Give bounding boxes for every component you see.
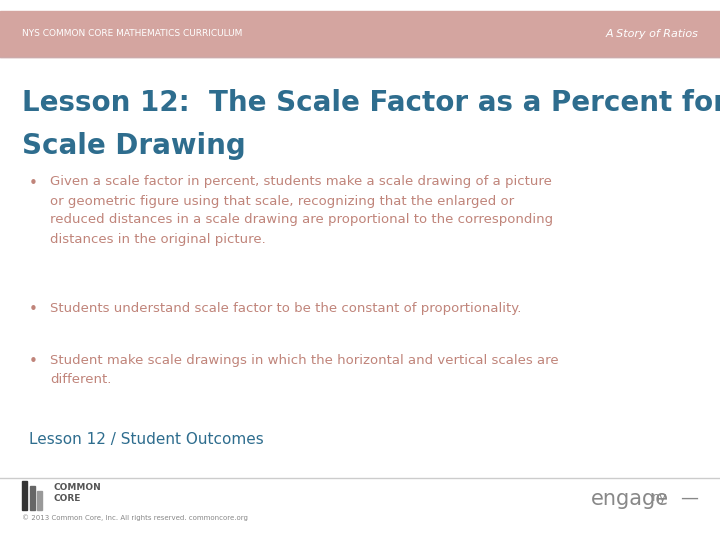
Text: NYS COMMON CORE MATHEMATICS CURRICULUM: NYS COMMON CORE MATHEMATICS CURRICULUM [22,29,242,38]
Text: © 2013 Common Core, Inc. All rights reserved. commoncore.org: © 2013 Common Core, Inc. All rights rese… [22,514,248,521]
Text: •: • [29,302,37,318]
Bar [37,491,42,510]
Text: Lesson 12 / Student Outcomes: Lesson 12 / Student Outcomes [29,432,264,447]
Text: Scale Drawing: Scale Drawing [22,132,246,160]
Text: —: — [680,489,698,507]
Bar [22,481,27,510]
Text: COMMON
CORE: COMMON CORE [54,483,102,503]
Text: Lesson 12:  The Scale Factor as a Percent for a: Lesson 12: The Scale Factor as a Percent… [22,89,720,117]
Text: •: • [29,354,37,369]
Bar [30,486,35,510]
Text: A Story of Ratios: A Story of Ratios [606,29,698,39]
Text: Student make scale drawings in which the horizontal and vertical scales are
diff: Student make scale drawings in which the… [50,354,559,386]
Text: Given a scale factor in percent, students make a scale drawing of a picture
or g: Given a scale factor in percent, student… [50,176,554,246]
Text: Students understand scale factor to be the constant of proportionality.: Students understand scale factor to be t… [50,302,522,315]
Text: engage: engage [590,489,669,509]
Bar [0,11,720,57]
Text: ny: ny [652,491,667,504]
Text: •: • [29,176,37,191]
